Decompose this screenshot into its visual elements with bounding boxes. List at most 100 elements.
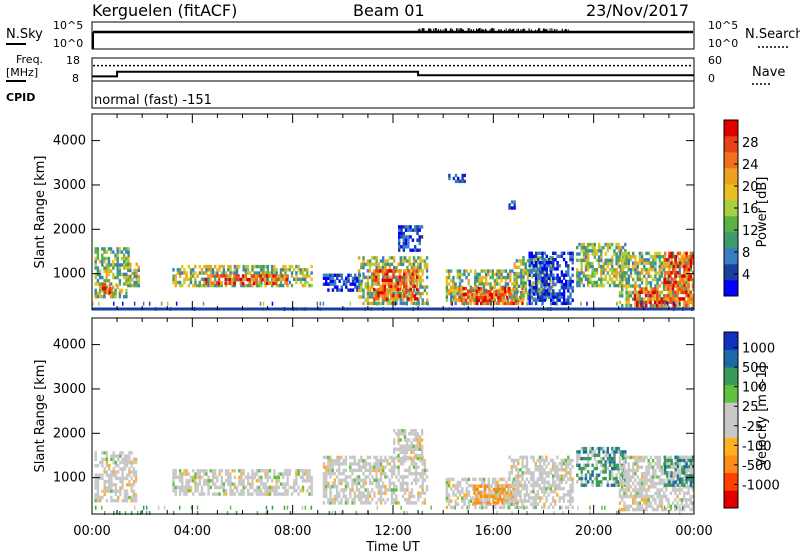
heatmap-cell [593, 242, 596, 247]
heatmap-cell [515, 287, 518, 292]
heatmap-cell [640, 472, 644, 476]
heatmap-cell [672, 264, 675, 268]
heatmap-cell [547, 486, 550, 491]
heatmap-cell [509, 494, 513, 498]
heatmap-cell [640, 251, 644, 256]
heatmap-cell [647, 472, 650, 476]
heatmap-cell [310, 277, 313, 281]
heatmap-cell [375, 256, 378, 260]
heatmap-cell [491, 275, 494, 280]
heatmap-cell [411, 275, 414, 279]
heatmap-cell [355, 488, 359, 492]
heatmap-cell [513, 281, 516, 285]
heatmap-cell [627, 251, 630, 256]
heatmap-cell [362, 259, 365, 263]
heatmap-cell [371, 475, 374, 479]
colorbar-swatch [724, 152, 738, 169]
heatmap-cell [132, 473, 136, 477]
heatmap-cell [506, 272, 510, 277]
heatmap-cell [360, 295, 363, 299]
heatmap-cell [519, 490, 522, 494]
heatmap-cell [654, 271, 657, 275]
heatmap-cell [567, 251, 570, 255]
heatmap-cell [578, 463, 581, 467]
heatmap-cell [101, 247, 104, 251]
heatmap-cell [373, 478, 376, 482]
heatmap-cell [401, 256, 405, 260]
heatmap-cell [125, 454, 129, 458]
heatmap-cell [671, 251, 675, 256]
heatmap-cell [651, 303, 654, 308]
heatmap-cell [299, 475, 302, 480]
heatmap-cell [538, 465, 542, 469]
heatmap-cell [268, 492, 272, 496]
heatmap-cell [393, 468, 396, 473]
heatmap-cell [640, 455, 644, 460]
heatmap-cell [668, 274, 671, 278]
heatmap-cell [198, 472, 201, 476]
heatmap-cell [409, 287, 412, 292]
heatmap-cell [194, 277, 197, 281]
heatmap-cell [273, 492, 276, 496]
heatmap-cell [96, 486, 100, 490]
heatmap-cell [634, 264, 637, 269]
heatmap-cell [410, 447, 413, 451]
heatmap-cell [663, 478, 666, 482]
heatmap-cell [187, 482, 190, 486]
heatmap-cell [408, 465, 411, 469]
heatmap-cell [564, 458, 568, 463]
heatmap-cell [580, 456, 583, 461]
heatmap-cell [520, 275, 523, 279]
heatmap-cell [412, 429, 415, 433]
heatmap-cell [322, 273, 326, 277]
heatmap-cell [404, 468, 407, 473]
heatmap-cell [530, 502, 533, 506]
heatmap-cell [689, 294, 692, 298]
heatmap-cell [322, 455, 326, 460]
heatmap-cell [556, 273, 559, 277]
heatmap-cell [340, 501, 343, 505]
heatmap-cell [682, 303, 686, 308]
heatmap-cell [377, 481, 380, 486]
heatmap-cell [467, 272, 470, 277]
heatmap-cell [94, 499, 97, 503]
heatmap-cell [211, 271, 215, 275]
heatmap-cell [649, 494, 653, 499]
heatmap-cell [479, 494, 483, 498]
heatmap-cell [421, 462, 424, 466]
heatmap-cell [550, 298, 553, 302]
heatmap-cell [576, 268, 579, 272]
heatmap-cell [669, 281, 673, 285]
heatmap-cell [656, 488, 659, 492]
heatmap-cell [329, 468, 332, 473]
heatmap-cell [218, 264, 221, 269]
heatmap-cell [308, 492, 311, 496]
heatmap-cell [233, 469, 237, 473]
heatmap-cell [390, 297, 393, 301]
heatmap-cell [665, 507, 668, 512]
heatmap-cell [510, 298, 513, 303]
heatmap-cell [495, 282, 499, 286]
heatmap-cell [528, 261, 531, 265]
heatmap-cell [183, 492, 186, 496]
heatmap-cell [386, 275, 389, 280]
heatmap-cell [127, 274, 130, 279]
heatmap-cell [674, 280, 677, 285]
heatmap-cell [649, 284, 653, 288]
heatmap-cell [342, 472, 345, 476]
heatmap-cell [638, 465, 642, 469]
heatmap-cell [636, 297, 639, 301]
heatmap-cell [127, 265, 130, 269]
heatmap-cell [480, 279, 483, 283]
heatmap-cell [375, 501, 378, 505]
heatmap-cell [244, 283, 248, 288]
heatmap-cell [458, 484, 462, 488]
heatmap-cell [562, 499, 566, 503]
heatmap-cell [521, 474, 524, 478]
heatmap-cell [669, 297, 672, 301]
heatmap-cell [398, 248, 401, 252]
heatmap-cell [608, 277, 612, 281]
heatmap-cell [558, 279, 561, 284]
heatmap-cell [125, 256, 128, 261]
heatmap-cell [526, 275, 530, 279]
